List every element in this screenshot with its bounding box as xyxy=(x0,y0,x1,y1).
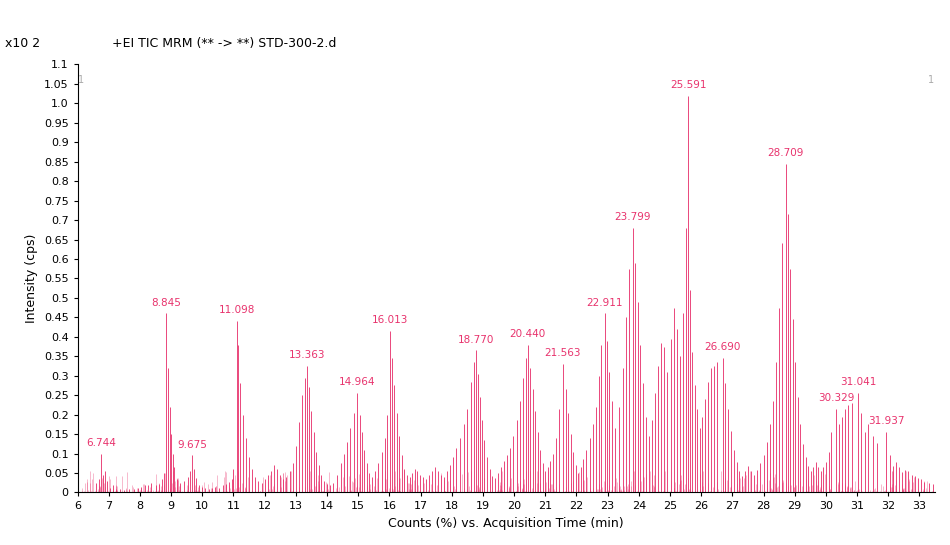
Text: 23.799: 23.799 xyxy=(615,212,651,222)
Text: 28.709: 28.709 xyxy=(768,148,804,158)
Text: 1: 1 xyxy=(79,75,85,85)
Text: 14.964: 14.964 xyxy=(339,377,375,387)
Text: 11.098: 11.098 xyxy=(218,305,255,316)
Text: 20.440: 20.440 xyxy=(510,329,546,339)
Text: 30.329: 30.329 xyxy=(818,393,854,403)
Text: 1: 1 xyxy=(928,75,934,85)
Text: x10 2: x10 2 xyxy=(5,37,40,50)
Text: 8.845: 8.845 xyxy=(151,298,181,307)
Text: 18.770: 18.770 xyxy=(458,335,494,344)
Text: 9.675: 9.675 xyxy=(178,440,207,450)
Text: 6.744: 6.744 xyxy=(86,438,116,447)
Text: 16.013: 16.013 xyxy=(371,315,408,325)
Text: 31.041: 31.041 xyxy=(840,377,877,387)
Text: +EI TIC MRM (** -> **) STD-300-2.d: +EI TIC MRM (** -> **) STD-300-2.d xyxy=(112,37,336,50)
Text: 26.690: 26.690 xyxy=(705,342,741,353)
Y-axis label: Intensity (cps): Intensity (cps) xyxy=(26,234,38,323)
Text: 13.363: 13.363 xyxy=(289,350,326,360)
Text: 31.937: 31.937 xyxy=(868,416,904,426)
Text: 22.911: 22.911 xyxy=(586,298,623,307)
Text: 21.563: 21.563 xyxy=(544,348,581,358)
X-axis label: Counts (%) vs. Acquisition Time (min): Counts (%) vs. Acquisition Time (min) xyxy=(389,517,624,530)
Text: 25.591: 25.591 xyxy=(670,80,707,90)
